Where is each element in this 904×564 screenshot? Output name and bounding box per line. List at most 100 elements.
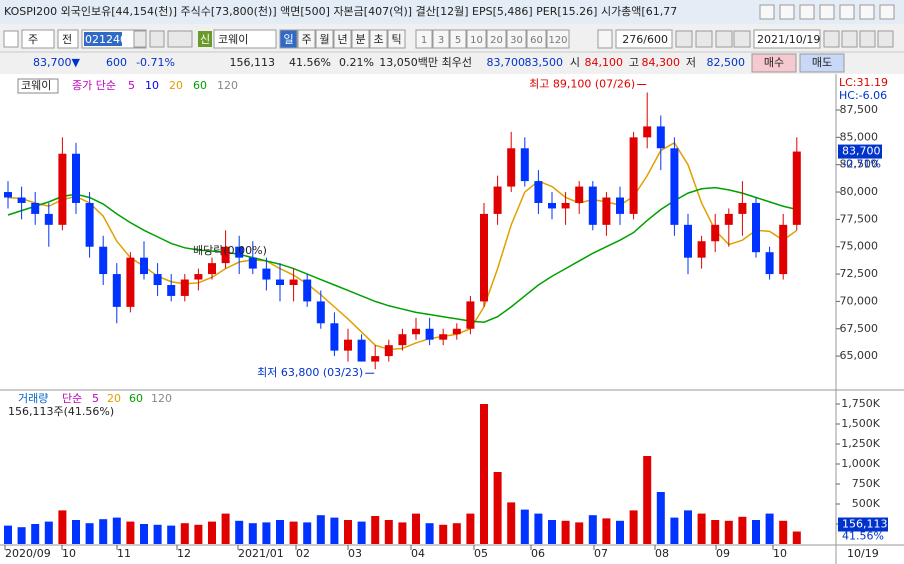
trade-button[interactable]	[799, 53, 845, 73]
quote-item: 156,113	[230, 56, 276, 69]
period-label: 틱	[391, 33, 401, 46]
minute-label: 3	[438, 35, 444, 46]
period-button[interactable]	[369, 29, 388, 49]
candle-body	[289, 279, 298, 285]
title-icon[interactable]	[839, 4, 855, 20]
candle-body	[520, 148, 529, 182]
code-text: 021240	[85, 33, 127, 46]
x-tick-label: 2020/09	[5, 547, 51, 560]
volume-legend-item: 120	[151, 392, 172, 405]
candle-body	[180, 279, 189, 296]
title-icon[interactable]	[759, 4, 775, 20]
period-button[interactable]	[351, 29, 370, 49]
tool-icon[interactable]	[823, 30, 840, 48]
tool-icon[interactable]	[675, 30, 693, 48]
volume-bar	[670, 517, 679, 544]
minute-button[interactable]	[546, 29, 570, 49]
period-button[interactable]	[387, 29, 406, 49]
minute-button[interactable]	[466, 29, 487, 49]
candle-body	[126, 257, 135, 307]
volume-bar	[548, 520, 556, 544]
candle-body	[4, 192, 12, 198]
title-icon[interactable]	[779, 4, 795, 20]
dropdown[interactable]	[597, 29, 613, 49]
period-button[interactable]	[279, 29, 298, 49]
candle-body	[684, 224, 692, 258]
tool-icon[interactable]	[715, 30, 733, 48]
period-label: 주	[301, 33, 311, 46]
minute-button[interactable]	[432, 29, 450, 49]
minute-button[interactable]	[415, 29, 433, 49]
volume-bar	[303, 522, 312, 544]
trade-button[interactable]	[751, 53, 797, 73]
candle-body	[167, 285, 176, 296]
last-ratio: 41.56%	[842, 530, 884, 543]
search-icon[interactable]	[149, 30, 165, 48]
y-tick-label: 1,000K	[841, 457, 880, 470]
candle-body	[561, 202, 570, 209]
candle-body	[31, 202, 40, 214]
tool-icon[interactable]	[877, 30, 894, 48]
tool-icon[interactable]	[695, 30, 713, 48]
market-select[interactable]	[21, 29, 55, 49]
legend-item: 10	[145, 79, 159, 92]
volume-bar	[58, 510, 67, 544]
x-tick-label: 03	[348, 547, 362, 560]
title-icon[interactable]	[859, 4, 875, 20]
volume-bar	[792, 531, 801, 544]
dropdown[interactable]	[133, 30, 147, 48]
volume-bar	[697, 513, 706, 544]
count-box[interactable]	[615, 29, 673, 49]
minute-button[interactable]	[486, 29, 507, 49]
quote-item: 고	[629, 56, 639, 69]
tool-icon[interactable]	[859, 30, 876, 48]
candle-body	[248, 257, 257, 269]
menu-icon[interactable]	[3, 30, 19, 48]
title-icon[interactable]	[879, 4, 895, 20]
x-tick-label: 04	[411, 547, 425, 560]
y-tick-label: 82,500	[840, 158, 879, 171]
candle-body	[303, 279, 312, 302]
date-box[interactable]	[753, 29, 821, 49]
volume-bar	[316, 515, 325, 544]
candle-body	[452, 328, 461, 335]
title-icon[interactable]	[799, 4, 815, 20]
title-icon[interactable]	[819, 4, 835, 20]
volume-bar	[629, 510, 638, 544]
name-box[interactable]	[213, 29, 277, 49]
candle-body	[262, 268, 271, 280]
volume-bar	[724, 520, 733, 544]
candle-body	[276, 279, 284, 285]
candle-body	[697, 241, 706, 258]
volume-bar	[493, 472, 502, 544]
candle-body	[357, 339, 366, 362]
volume-info: 156,113주(41.56%)	[8, 405, 114, 418]
minute-label: 1	[421, 35, 427, 46]
last-price-box	[838, 144, 882, 159]
y-tick-label: 750K	[852, 477, 881, 490]
minute-label: 30	[510, 35, 523, 46]
last-volume: 156,113	[842, 518, 888, 531]
name-text: 코웨이	[218, 33, 248, 46]
volume-bar	[357, 521, 366, 544]
quote-item: 84,300	[642, 56, 681, 69]
legend-prefix: 종가 단순	[72, 79, 116, 92]
minute-button[interactable]	[526, 29, 547, 49]
volume-bar	[140, 524, 148, 544]
period-button[interactable]	[315, 29, 334, 49]
candle-body	[439, 334, 448, 340]
volume-bar	[398, 522, 407, 544]
candle-body	[140, 257, 148, 275]
volume-bar	[221, 513, 230, 544]
period-button[interactable]	[297, 29, 316, 49]
sound-icon[interactable]	[167, 30, 193, 48]
candle-body	[58, 153, 67, 225]
minute-button[interactable]	[449, 29, 467, 49]
minute-button[interactable]	[506, 29, 527, 49]
candle-body	[466, 301, 475, 329]
tool-icon[interactable]	[841, 30, 858, 48]
tool-icon[interactable]	[733, 30, 751, 48]
period-button[interactable]	[333, 29, 352, 49]
dividend-annotation: 배당락(0.00%)	[193, 244, 267, 257]
scope-button[interactable]	[57, 29, 79, 49]
